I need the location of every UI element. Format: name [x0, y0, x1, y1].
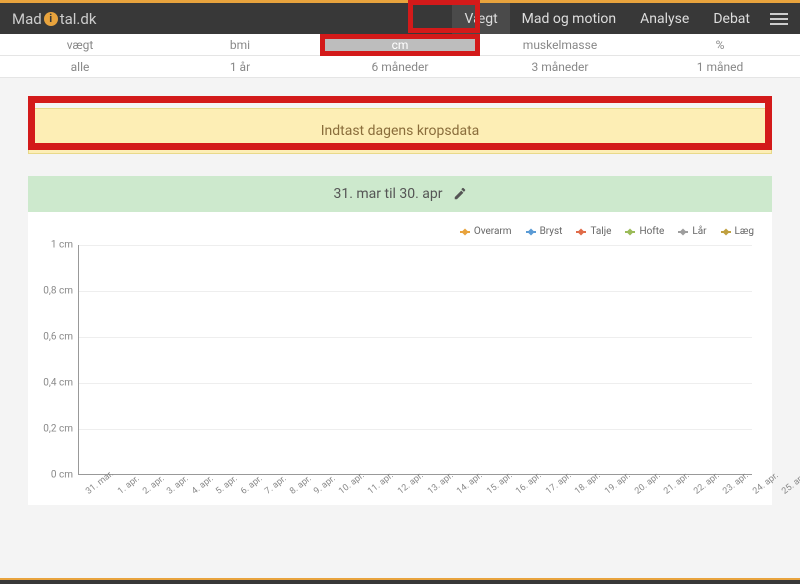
- nav-item-1[interactable]: Mad og motion: [510, 3, 629, 34]
- legend-item: Læg: [721, 226, 754, 237]
- y-tick-label: 0,8 cm: [39, 286, 73, 297]
- y-tick-label: 0,2 cm: [39, 424, 73, 435]
- range-tabs: alle1 år6 måneder3 måneder1 måned: [0, 56, 800, 78]
- brand-logo[interactable]: Mad i tal.dk: [12, 10, 96, 28]
- range-tab-1[interactable]: 1 år: [160, 56, 320, 77]
- range-tab-4[interactable]: 1 måned: [640, 56, 800, 77]
- legend-item: Lår: [678, 226, 706, 237]
- edit-icon[interactable]: [453, 187, 467, 201]
- metric-tabs: vægtbmicmmuskelmasse%: [0, 34, 800, 56]
- chart-container: OverarmBrystTaljeHofteLårLæg 1 cm0,8 cm0…: [28, 212, 772, 505]
- x-tick-label: 25. apr.: [774, 463, 800, 497]
- chart-plot: 1 cm0,8 cm0,6 cm0,4 cm0,2 cm0 cm: [78, 245, 752, 475]
- date-range-text: 31. mar til 30. apr: [334, 186, 443, 202]
- topbar: Mad i tal.dk VægtMad og motionAnalyseDeb…: [0, 0, 800, 34]
- legend-item: Hofte: [625, 226, 664, 237]
- nav-item-0[interactable]: Vægt: [452, 3, 509, 34]
- y-tick-label: 0 cm: [39, 470, 73, 481]
- brand-mid-icon: i: [44, 12, 58, 26]
- banner-text: Indtast dagens kropsdata: [321, 123, 480, 139]
- metric-tab-vægt[interactable]: vægt: [0, 34, 160, 55]
- y-tick-label: 0,4 cm: [39, 378, 73, 389]
- legend-item: Overarm: [460, 226, 512, 237]
- metric-tab-bmi[interactable]: bmi: [160, 34, 320, 55]
- enter-data-banner[interactable]: Indtast dagens kropsdata: [28, 108, 772, 154]
- legend-item: Talje: [576, 226, 611, 237]
- range-tab-3[interactable]: 3 måneder: [480, 56, 640, 77]
- y-tick-label: 0,6 cm: [39, 332, 73, 343]
- metric-tab-%[interactable]: %: [640, 34, 800, 55]
- range-tab-0[interactable]: alle: [0, 56, 160, 77]
- metric-tab-muskelmasse[interactable]: muskelmasse: [480, 34, 640, 55]
- main-nav: VægtMad og motionAnalyseDebat: [452, 3, 762, 34]
- footer-bar: [0, 578, 800, 584]
- legend-item: Bryst: [526, 226, 563, 237]
- brand-post: tal.dk: [60, 10, 97, 28]
- brand-pre: Mad: [12, 10, 42, 28]
- date-range-header: 31. mar til 30. apr: [28, 176, 772, 212]
- nav-item-2[interactable]: Analyse: [628, 3, 701, 34]
- nav-item-3[interactable]: Debat: [701, 3, 762, 34]
- y-tick-label: 1 cm: [39, 240, 73, 251]
- metric-tab-cm[interactable]: cm: [320, 34, 480, 55]
- content-area: Indtast dagens kropsdata 31. mar til 30.…: [0, 78, 800, 515]
- range-tab-2[interactable]: 6 måneder: [320, 56, 480, 77]
- menu-icon[interactable]: [770, 13, 788, 25]
- chart-x-axis: 31. mar.1. apr.2. apr.3. apr.4. apr.5. a…: [78, 481, 752, 501]
- chart-legend: Overarm Bryst Talje Hofte Lår Læg: [42, 222, 758, 245]
